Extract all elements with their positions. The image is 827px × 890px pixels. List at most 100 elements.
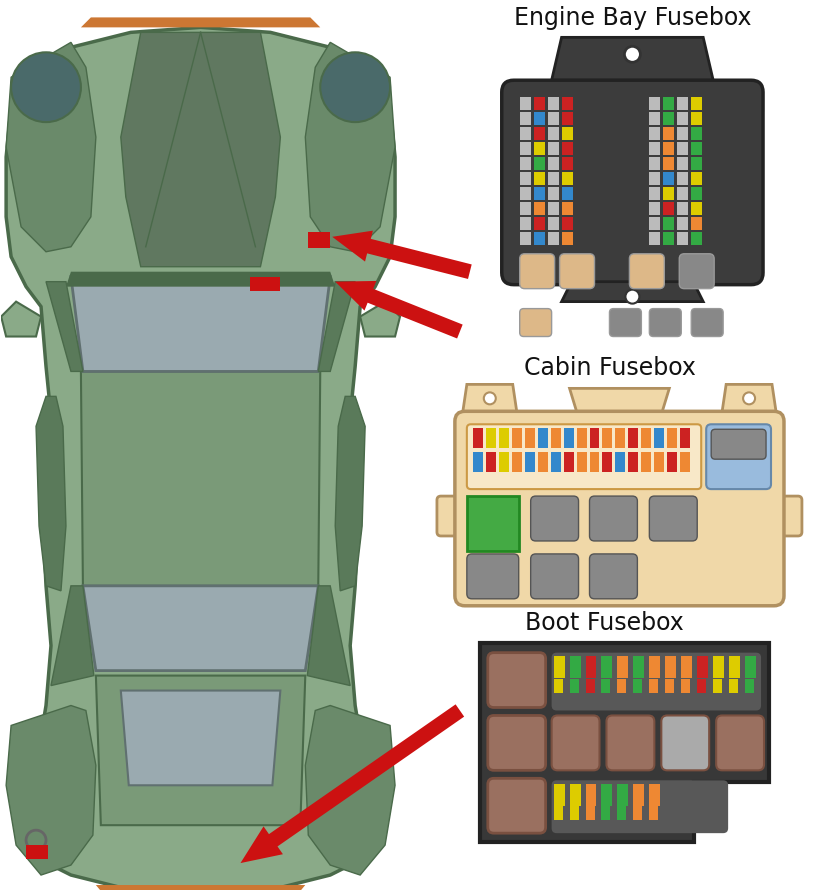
Bar xyxy=(633,806,643,821)
Bar xyxy=(533,142,545,155)
Polygon shape xyxy=(121,32,280,267)
Circle shape xyxy=(320,53,390,122)
Bar xyxy=(553,784,565,806)
Bar xyxy=(663,231,674,245)
Bar xyxy=(551,428,561,449)
Bar xyxy=(524,452,535,473)
Bar xyxy=(553,806,562,821)
Bar xyxy=(677,187,688,200)
FancyBboxPatch shape xyxy=(488,652,546,708)
Bar xyxy=(533,127,545,140)
FancyBboxPatch shape xyxy=(741,87,763,115)
FancyBboxPatch shape xyxy=(706,425,771,490)
Polygon shape xyxy=(318,281,355,371)
Bar xyxy=(547,157,558,170)
Polygon shape xyxy=(121,691,280,785)
FancyBboxPatch shape xyxy=(716,716,764,771)
FancyBboxPatch shape xyxy=(606,716,654,771)
Polygon shape xyxy=(552,37,713,80)
Bar xyxy=(473,452,483,473)
Bar xyxy=(663,112,674,125)
Bar xyxy=(519,112,531,125)
Bar xyxy=(745,678,754,692)
Bar xyxy=(681,428,691,449)
Polygon shape xyxy=(308,586,350,685)
FancyBboxPatch shape xyxy=(649,496,697,541)
Polygon shape xyxy=(335,396,366,591)
Bar xyxy=(691,172,702,185)
Bar xyxy=(533,112,545,125)
Bar xyxy=(618,806,626,821)
Bar xyxy=(562,157,572,170)
FancyBboxPatch shape xyxy=(455,411,784,606)
Bar xyxy=(663,202,674,214)
Bar xyxy=(713,678,722,692)
Bar xyxy=(512,428,522,449)
FancyBboxPatch shape xyxy=(679,254,715,288)
Polygon shape xyxy=(360,302,400,336)
Bar xyxy=(519,217,531,230)
Polygon shape xyxy=(332,231,471,279)
Bar xyxy=(563,428,574,449)
FancyBboxPatch shape xyxy=(502,87,523,115)
Bar xyxy=(677,172,688,185)
Bar xyxy=(601,806,610,821)
FancyBboxPatch shape xyxy=(467,425,701,490)
Bar xyxy=(586,806,595,821)
FancyBboxPatch shape xyxy=(590,554,638,599)
Polygon shape xyxy=(51,586,94,685)
Bar xyxy=(553,656,565,677)
Bar xyxy=(570,806,579,821)
Bar xyxy=(603,428,613,449)
Bar xyxy=(615,452,625,473)
Bar xyxy=(601,678,610,692)
Bar xyxy=(649,157,660,170)
Bar xyxy=(547,142,558,155)
Polygon shape xyxy=(241,704,464,863)
Bar xyxy=(553,678,562,692)
Bar xyxy=(547,202,558,214)
Circle shape xyxy=(624,46,640,62)
Bar xyxy=(649,97,660,110)
Bar xyxy=(663,127,674,140)
Bar xyxy=(663,217,674,230)
FancyBboxPatch shape xyxy=(531,496,579,541)
Bar xyxy=(691,202,702,214)
Bar xyxy=(499,428,509,449)
Bar xyxy=(649,231,660,245)
Bar xyxy=(691,127,702,140)
Bar xyxy=(562,172,572,185)
Bar xyxy=(576,428,586,449)
Bar xyxy=(745,656,756,677)
Bar xyxy=(681,656,692,677)
Bar xyxy=(667,452,677,473)
Bar xyxy=(562,202,572,214)
FancyBboxPatch shape xyxy=(552,716,600,771)
Bar xyxy=(533,202,545,214)
Bar xyxy=(586,784,596,806)
Bar xyxy=(677,217,688,230)
Bar xyxy=(729,678,739,692)
Bar xyxy=(308,231,330,247)
Bar xyxy=(570,678,579,692)
Bar xyxy=(663,172,674,185)
Bar xyxy=(533,231,545,245)
Bar xyxy=(677,97,688,110)
Polygon shape xyxy=(71,277,330,371)
Text: Cabin Fusebox: Cabin Fusebox xyxy=(523,356,696,380)
Bar xyxy=(629,452,638,473)
Polygon shape xyxy=(81,371,320,586)
Bar xyxy=(649,127,660,140)
Bar xyxy=(519,142,531,155)
Bar xyxy=(649,656,660,677)
Bar xyxy=(563,452,574,473)
Bar xyxy=(547,187,558,200)
Bar xyxy=(649,202,660,214)
Polygon shape xyxy=(96,885,305,890)
Bar xyxy=(691,217,702,230)
Bar xyxy=(586,678,595,692)
Text: Boot Fusebox: Boot Fusebox xyxy=(525,611,684,635)
Bar xyxy=(547,217,558,230)
Bar xyxy=(570,656,581,677)
FancyBboxPatch shape xyxy=(629,254,664,288)
